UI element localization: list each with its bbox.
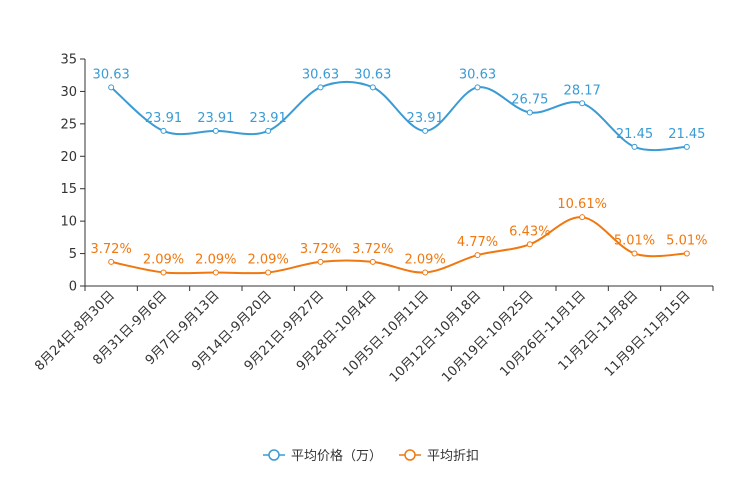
data-label: 4.77% <box>457 235 498 250</box>
data-label: 30.63 <box>459 67 496 82</box>
data-label: 6.43% <box>509 224 550 239</box>
data-point <box>526 241 533 248</box>
legend-label: 平均价格（万） <box>291 448 382 464</box>
data-point <box>526 109 533 116</box>
y-tick-label: 25 <box>60 117 77 132</box>
data-label: 23.91 <box>407 111 444 126</box>
data-label: 2.09% <box>248 252 289 267</box>
data-label: 2.09% <box>143 252 184 267</box>
data-point <box>369 258 376 265</box>
data-point <box>160 269 167 276</box>
data-label: 3.72% <box>91 242 132 257</box>
data-label: 28.17 <box>564 83 601 98</box>
data-label: 5.01% <box>666 234 707 249</box>
data-point <box>422 127 429 134</box>
data-label: 3.72% <box>352 242 393 257</box>
y-tick-label: 0 <box>69 280 77 295</box>
data-point <box>317 258 324 265</box>
data-point <box>108 258 115 265</box>
data-point <box>683 143 690 150</box>
data-label: 3.72% <box>300 242 341 257</box>
data-label: 26.75 <box>511 93 548 108</box>
data-label: 21.45 <box>668 127 705 142</box>
x-tick-label: 10月19日-10月25日 <box>439 288 536 385</box>
y-tick-label: 20 <box>60 150 77 165</box>
data-label: 23.91 <box>145 111 182 126</box>
y-tick-label: 30 <box>60 85 77 100</box>
data-point <box>265 269 272 276</box>
data-point <box>369 84 376 91</box>
series-line-avg-price <box>110 80 687 152</box>
data-point <box>212 127 219 134</box>
data-point <box>108 84 115 91</box>
legend-label: 平均折扣 <box>427 449 479 464</box>
y-tick-label: 35 <box>60 53 77 68</box>
data-label: 2.09% <box>195 252 236 267</box>
x-tick-label: 10月12日-10月18日 <box>387 288 484 385</box>
legend-marker-icon <box>268 449 280 461</box>
data-point <box>265 127 272 134</box>
data-label: 10.61% <box>557 197 607 212</box>
data-point <box>317 84 324 91</box>
data-point <box>631 143 638 150</box>
data-point <box>631 250 638 257</box>
data-label: 21.45 <box>616 127 653 142</box>
data-label: 30.63 <box>302 67 339 82</box>
data-point <box>579 214 586 221</box>
data-point <box>160 127 167 134</box>
data-point <box>212 269 219 276</box>
data-point <box>474 84 481 91</box>
data-label: 30.63 <box>354 67 391 82</box>
data-label: 30.63 <box>93 67 130 82</box>
data-label: 23.91 <box>250 111 287 126</box>
data-point <box>474 252 481 259</box>
y-tick-label: 15 <box>60 182 77 197</box>
data-label: 5.01% <box>614 234 655 249</box>
data-point <box>422 269 429 276</box>
data-label: 23.91 <box>197 111 234 126</box>
y-tick-label: 5 <box>69 247 77 262</box>
data-point <box>579 100 586 107</box>
data-point <box>683 250 690 257</box>
y-tick-label: 10 <box>60 215 77 230</box>
legend-marker-icon <box>404 449 416 461</box>
data-label: 2.09% <box>405 252 446 267</box>
